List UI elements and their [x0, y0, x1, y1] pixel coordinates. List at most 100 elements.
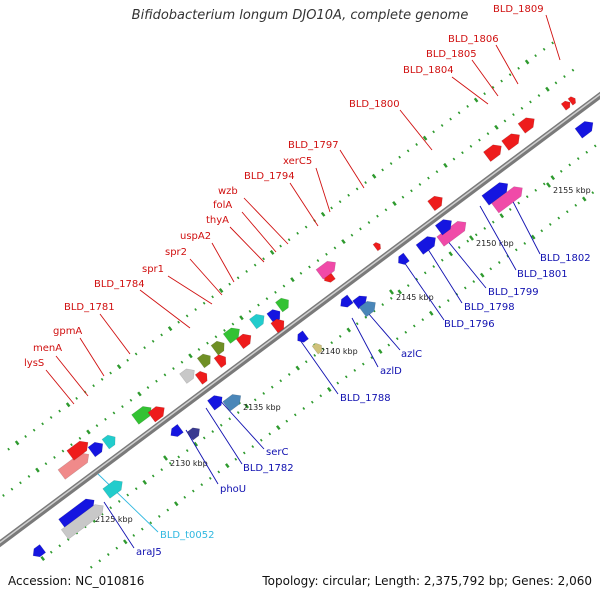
tick-mark: [313, 353, 317, 357]
tick-mark: [194, 308, 197, 311]
gene-label[interactable]: BLD_1796: [444, 319, 495, 330]
gene-arrow[interactable]: [101, 432, 119, 450]
tick-mark: [404, 330, 408, 334]
gene-arrow[interactable]: [358, 298, 379, 318]
gene-arrow[interactable]: [395, 252, 410, 267]
gene-arrow[interactable]: [222, 324, 243, 344]
gene-arrow[interactable]: [274, 295, 292, 313]
gene-arrow[interactable]: [311, 341, 324, 355]
gene-label[interactable]: azlD: [380, 366, 402, 377]
gene-arrow[interactable]: [567, 95, 578, 106]
tick-mark: [27, 474, 31, 478]
gene-arrow[interactable]: [179, 366, 198, 384]
gene-label[interactable]: BLD_1781: [64, 302, 115, 313]
tick-mark: [293, 413, 297, 417]
gene-arrow[interactable]: [66, 438, 92, 461]
gene-arrow[interactable]: [372, 241, 383, 252]
gene-label[interactable]: lysS: [24, 358, 44, 369]
gene-arrow[interactable]: [574, 118, 597, 139]
gene-label[interactable]: BLD_1782: [243, 463, 294, 474]
gene-arrow[interactable]: [147, 403, 168, 423]
gene-arrow[interactable]: [427, 193, 446, 212]
gene-arrow[interactable]: [436, 218, 470, 247]
tick-mark: [333, 246, 337, 250]
gene-arrow[interactable]: [501, 130, 524, 151]
gene-arrow[interactable]: [206, 392, 225, 411]
gene-label[interactable]: spr2: [165, 247, 187, 258]
gene-label[interactable]: BLD_1799: [488, 287, 539, 298]
tick-mark: [540, 229, 544, 233]
gene-label[interactable]: wzb: [218, 186, 238, 197]
gene-label[interactable]: phoU: [220, 484, 246, 495]
gene-label[interactable]: BLD_1784: [94, 279, 145, 290]
label-connector: [241, 211, 277, 253]
gene-label[interactable]: thyA: [206, 215, 229, 226]
gene-arrow[interactable]: [60, 501, 107, 540]
gene-label[interactable]: BLD_1809: [493, 4, 544, 15]
gene-label[interactable]: BLD_1798: [464, 302, 515, 313]
label-connectors: [45, 14, 561, 549]
gene-arrow[interactable]: [415, 233, 439, 255]
tick-mark: [346, 327, 352, 333]
gene-arrow[interactable]: [481, 179, 512, 206]
tick-mark: [172, 367, 175, 370]
tick-mark: [14, 440, 20, 446]
gene-label[interactable]: BLD_1805: [426, 49, 477, 60]
gene-arrow[interactable]: [0, 515, 2, 531]
gene-label[interactable]: BLD_t0052: [160, 530, 215, 541]
tick-mark: [344, 375, 348, 379]
gene-label[interactable]: serC: [266, 447, 288, 458]
gene-arrow[interactable]: [87, 439, 106, 458]
gene-arrow[interactable]: [222, 391, 245, 412]
gene-arrow[interactable]: [270, 316, 288, 334]
gene-label[interactable]: BLD_1802: [540, 253, 591, 264]
gene-arrow[interactable]: [315, 258, 339, 280]
gene-label[interactable]: BLD_1804: [403, 65, 454, 76]
gene-arrow[interactable]: [194, 369, 210, 385]
label-connector: [545, 14, 561, 61]
tick-mark: [251, 445, 255, 449]
tick-mark: [542, 47, 546, 51]
tick-mark: [193, 441, 199, 447]
tick-mark: [160, 468, 164, 472]
gene-label[interactable]: BLD_1797: [288, 140, 339, 151]
gene-label[interactable]: azlC: [401, 349, 422, 360]
gene-label[interactable]: BLD_1788: [340, 393, 391, 404]
gene-arrow[interactable]: [491, 183, 526, 214]
gene-arrow[interactable]: [196, 351, 214, 369]
gene-label[interactable]: BLD_1800: [349, 99, 400, 110]
gene-label[interactable]: spr1: [142, 264, 164, 275]
gene-arrow[interactable]: [30, 544, 47, 560]
gene-label[interactable]: BLD_1801: [517, 269, 568, 280]
tick-mark: [58, 544, 62, 548]
gene-arrow[interactable]: [168, 423, 184, 439]
gene-arrow[interactable]: [102, 477, 126, 499]
gene-arrow[interactable]: [210, 338, 228, 356]
tick-mark: [183, 495, 187, 499]
gene-label[interactable]: araJ5: [136, 547, 162, 558]
gene-label[interactable]: folA: [213, 200, 232, 211]
gene-arrow[interactable]: [186, 425, 203, 441]
tick-mark: [359, 227, 362, 231]
gene-arrow[interactable]: [434, 216, 455, 236]
gene-label[interactable]: BLD_1794: [244, 171, 295, 182]
gene-arrow[interactable]: [338, 294, 354, 310]
gene-arrow[interactable]: [248, 311, 267, 330]
tick-mark: [185, 449, 189, 453]
gene-label[interactable]: uspA2: [180, 231, 211, 242]
tick-mark: [78, 436, 82, 440]
gene-arrow[interactable]: [482, 141, 505, 163]
gene-label[interactable]: xerC5: [283, 156, 312, 167]
tick-mark: [275, 425, 281, 431]
gene-arrow[interactable]: [235, 331, 254, 350]
tick-mark: [200, 483, 204, 487]
gene-arrow[interactable]: [295, 330, 310, 345]
gene-arrow[interactable]: [352, 293, 370, 310]
gene-arrow[interactable]: [517, 114, 538, 134]
gene-label[interactable]: BLD_1806: [448, 34, 499, 45]
gene-label[interactable]: gpmA: [53, 326, 82, 337]
gene-arrow[interactable]: [560, 99, 572, 111]
gene-arrow[interactable]: [213, 352, 229, 369]
gene-label[interactable]: menA: [33, 343, 62, 354]
tick-mark: [173, 501, 179, 507]
